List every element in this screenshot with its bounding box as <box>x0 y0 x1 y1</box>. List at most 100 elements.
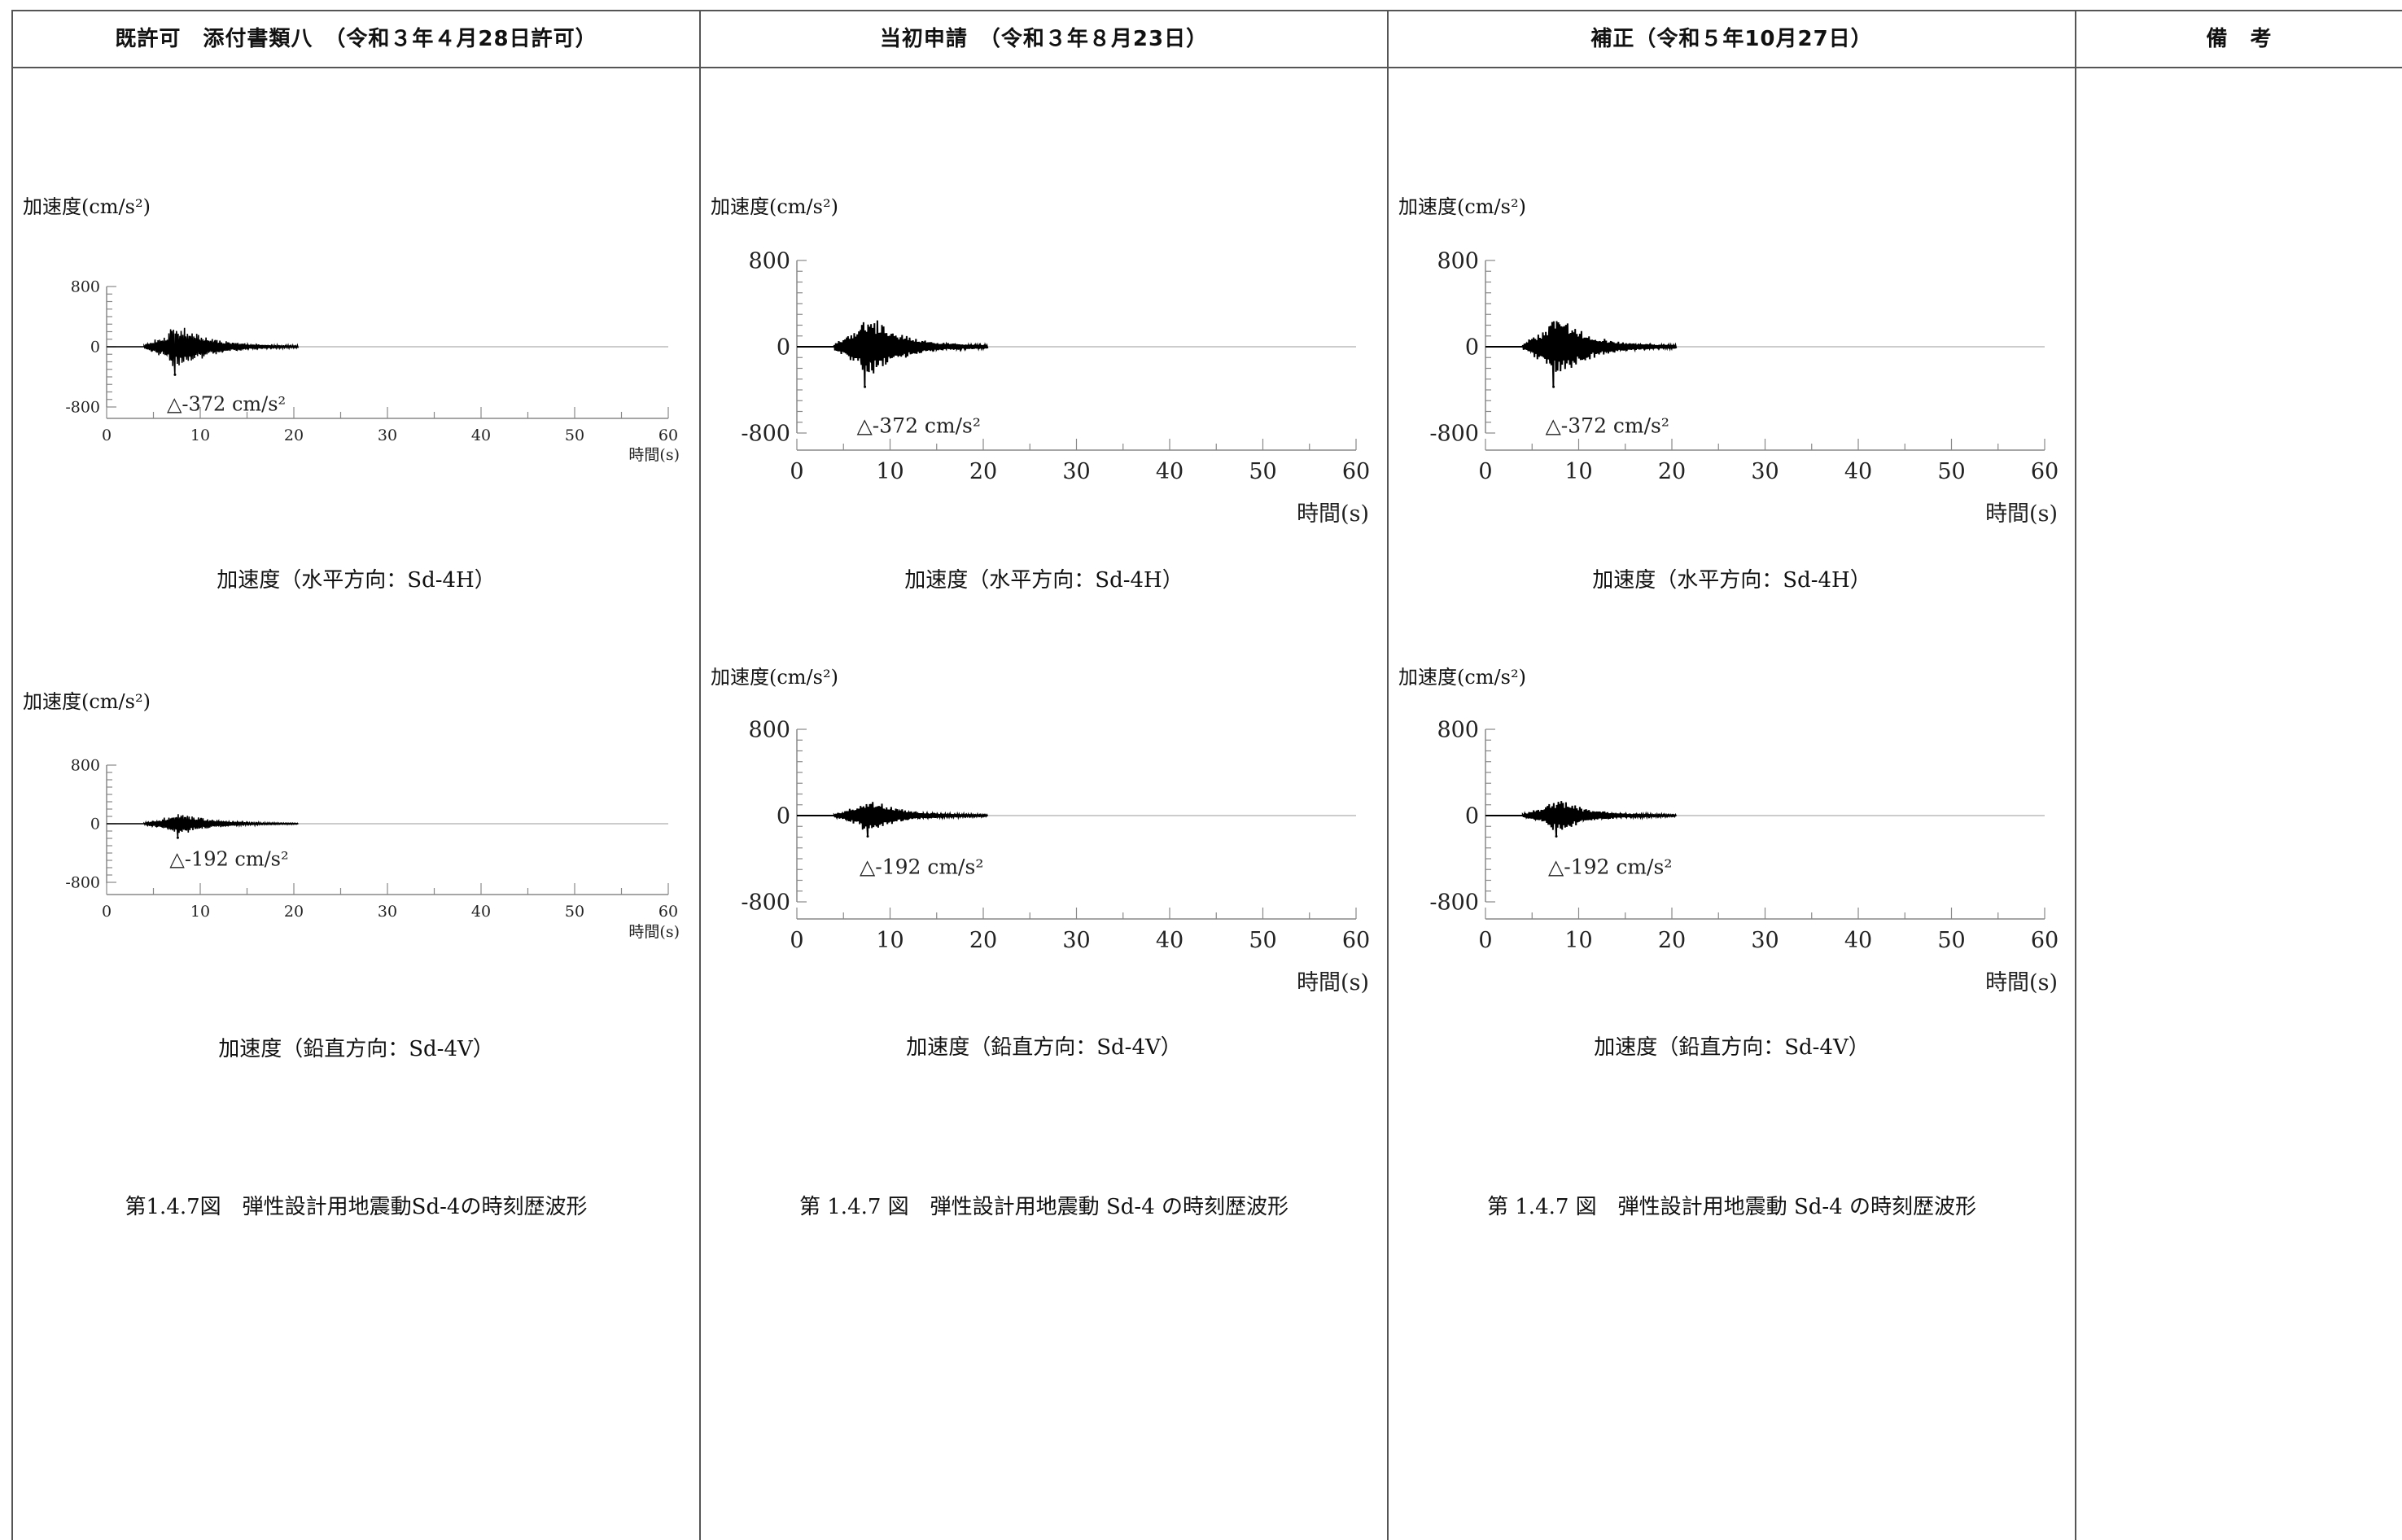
x-tick-label: 40 <box>1844 928 1872 953</box>
x-axis-label: 時間(s) <box>628 446 680 464</box>
column-divider <box>11 10 13 1540</box>
header-amendment: 補正（令和５年10月27日） <box>1590 27 1873 51</box>
peak-label: △-372 cm/s² <box>167 392 286 415</box>
x-tick-label: 50 <box>1249 928 1276 953</box>
peak-point <box>1552 385 1555 388</box>
x-tick-label: 0 <box>1478 928 1492 953</box>
y-tick-label: 800 <box>1437 248 1479 273</box>
x-tick-label: 30 <box>1751 459 1779 484</box>
y-tick-label: 0 <box>777 803 790 829</box>
caption-horizontal: 加速度（水平方向：Sd-4H） <box>904 568 1183 593</box>
x-tick-label: 0 <box>102 427 112 444</box>
x-tick-label: 20 <box>1658 459 1686 484</box>
y-tick-label: 0 <box>90 816 100 833</box>
x-tick-label: 20 <box>969 928 997 953</box>
x-tick-label: 30 <box>1062 928 1090 953</box>
accel-axis-label: 加速度(cm/s²) <box>23 690 151 713</box>
x-axis-label: 時間(s) <box>1985 501 2058 527</box>
figure-title: 第 1.4.7 図 弾性設計用地震動 Sd-4 の時刻歴波形 <box>799 1195 1289 1219</box>
y-tick-label: -800 <box>741 421 790 446</box>
header-remarks: 備 考 <box>2206 27 2273 51</box>
waveform-line <box>1485 801 1678 837</box>
y-tick-label: 0 <box>1465 803 1479 829</box>
x-axis-label: 時間(s) <box>628 923 680 941</box>
x-tick-label: 20 <box>969 459 997 484</box>
y-tick-label: 0 <box>90 339 100 357</box>
x-tick-label: 0 <box>790 459 803 484</box>
x-tick-label: 10 <box>1564 928 1592 953</box>
x-tick-label: 10 <box>876 459 903 484</box>
waveform-line <box>1485 321 1678 387</box>
x-tick-label: 40 <box>1844 459 1872 484</box>
x-tick-label: 30 <box>1062 459 1090 484</box>
x-tick-label: 40 <box>471 427 491 444</box>
x-tick-label: 60 <box>2031 928 2059 953</box>
x-tick-label: 50 <box>565 903 584 921</box>
x-tick-label: 20 <box>1658 928 1686 953</box>
figure-title: 第1.4.7図 弾性設計用地震動Sd-4の時刻歴波形 <box>125 1195 588 1219</box>
x-tick-label: 40 <box>471 903 491 921</box>
x-tick-label: 50 <box>1937 459 1965 484</box>
x-tick-label: 60 <box>2031 459 2059 484</box>
peak-point <box>173 373 177 376</box>
header-initial-application: 当初申請 （令和３年８月23日） <box>879 27 1209 51</box>
x-tick-label: 20 <box>284 427 304 444</box>
caption-horizontal: 加速度（水平方向：Sd-4H） <box>1592 568 1871 593</box>
x-tick-label: 50 <box>565 427 584 444</box>
y-tick-label: 800 <box>748 248 790 273</box>
x-tick-label: 50 <box>1249 459 1276 484</box>
waveform-line <box>797 802 989 837</box>
waveform-line <box>797 320 989 387</box>
x-tick-label: 40 <box>1156 459 1183 484</box>
y-tick-label: 0 <box>1465 335 1479 360</box>
accel-axis-label: 加速度(cm/s²) <box>711 195 838 218</box>
peak-point <box>864 385 867 388</box>
accel-axis-label: 加速度(cm/s²) <box>711 666 838 689</box>
waveform-line <box>107 814 299 838</box>
x-axis-label: 時間(s) <box>1985 970 2058 995</box>
y-tick-label: -800 <box>65 874 100 892</box>
caption-horizontal: 加速度（水平方向：Sd-4H） <box>217 568 496 593</box>
caption-vertical: 加速度（鉛直方向：Sd-4V） <box>906 1035 1182 1060</box>
x-axis-label: 時間(s) <box>1297 501 1369 527</box>
y-tick-label: -800 <box>741 890 790 915</box>
table-top-border <box>11 10 2402 11</box>
peak-label: △-192 cm/s² <box>1548 855 1672 878</box>
header-row-border <box>11 67 2402 68</box>
figure-title: 第 1.4.7 図 弾性設計用地震動 Sd-4 の時刻歴波形 <box>1487 1195 1976 1219</box>
x-tick-label: 50 <box>1937 928 1965 953</box>
x-tick-label: 60 <box>658 903 678 921</box>
x-tick-label: 60 <box>1342 459 1370 484</box>
x-tick-label: 30 <box>378 427 397 444</box>
x-tick-label: 10 <box>1564 459 1592 484</box>
caption-vertical: 加速度（鉛直方向：Sd-4V） <box>218 1037 494 1061</box>
waveform-line <box>107 327 300 375</box>
x-tick-label: 10 <box>876 928 903 953</box>
accel-axis-label: 加速度(cm/s²) <box>1398 666 1526 689</box>
peak-point <box>176 836 179 839</box>
accel-axis-label: 加速度(cm/s²) <box>1398 195 1526 218</box>
y-tick-label: 800 <box>1437 717 1479 742</box>
accel-axis-label: 加速度(cm/s²) <box>23 195 151 218</box>
y-tick-label: 800 <box>71 757 100 775</box>
x-tick-label: 0 <box>790 928 803 953</box>
y-tick-label: -800 <box>1429 890 1479 915</box>
peak-point <box>1555 834 1558 838</box>
y-tick-label: -800 <box>1429 421 1479 446</box>
y-tick-label: 800 <box>748 717 790 742</box>
x-tick-label: 10 <box>190 903 210 921</box>
x-axis-label: 時間(s) <box>1297 970 1369 995</box>
x-tick-label: 10 <box>190 427 210 444</box>
x-tick-label: 60 <box>1342 928 1370 953</box>
x-tick-label: 0 <box>1478 459 1492 484</box>
y-tick-label: 0 <box>777 335 790 360</box>
peak-label: △-192 cm/s² <box>169 847 288 870</box>
x-tick-label: 30 <box>378 903 397 921</box>
peak-point <box>866 834 869 838</box>
